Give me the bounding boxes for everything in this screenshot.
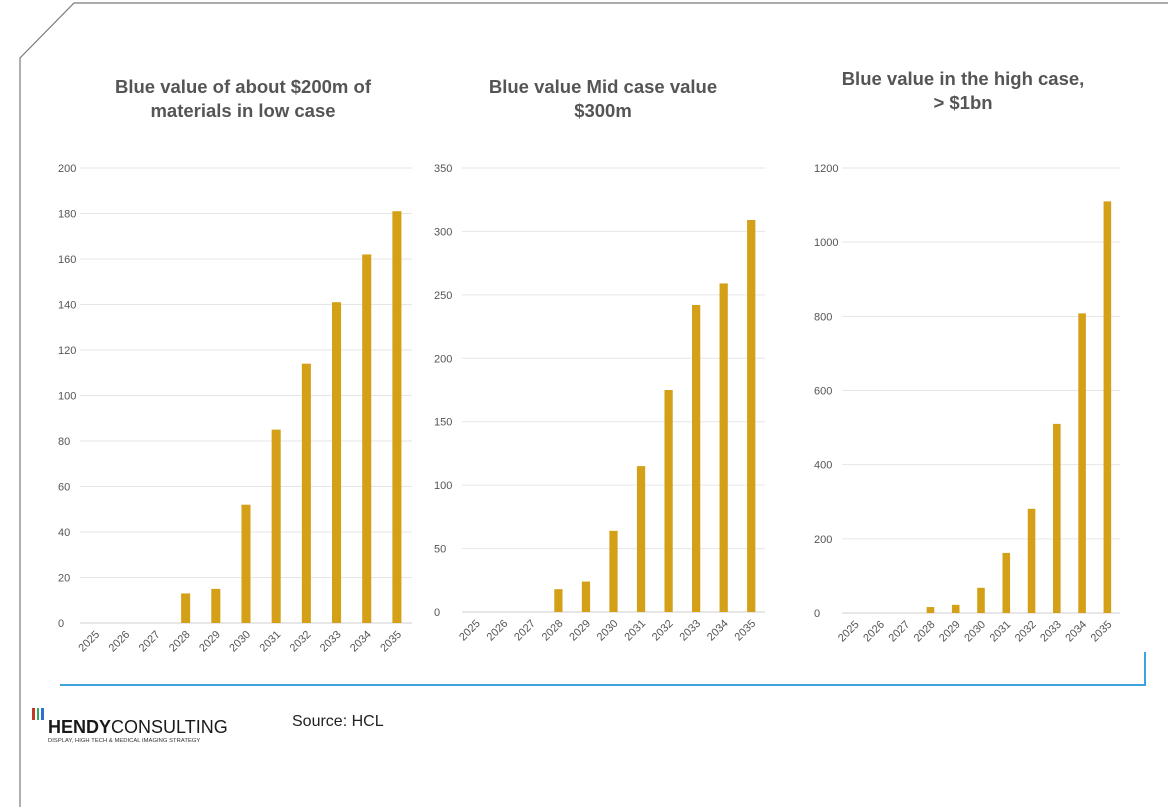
chart-3-bar-2029 [951, 604, 960, 613]
chart-3-x-tick-label: 2028 [912, 619, 938, 645]
chart-1-y-tick-label: 20 [58, 573, 70, 585]
chart-3-y-tick-label: 400 [814, 460, 832, 472]
chart-1-y-tick-label: 200 [58, 163, 76, 175]
chart-2-y-tick-label: 350 [434, 163, 452, 175]
chart-2-y-tick-label: 250 [434, 290, 452, 302]
chart-2-bar-2034 [719, 283, 728, 612]
chart-3-x-tick-label: 2029 [937, 619, 963, 645]
logo-name-light: CONSULTING [111, 717, 228, 737]
chart-2-y-tick-label: 50 [434, 544, 446, 556]
chart-2-y-tick-label: 300 [434, 226, 452, 238]
chart-2-bar-2031 [636, 466, 646, 612]
chart-2-bar-2033 [692, 305, 701, 612]
chart-3-x-tick-label: 2031 [988, 619, 1014, 645]
hendy-consulting-logo: HENDYCONSULTING DISPLAY, HIGH TECH & MED… [32, 708, 228, 744]
chart-1-y-tick-label: 120 [58, 345, 76, 357]
chart-1-bar-2034 [362, 254, 372, 623]
chart-1-title: Blue value of about $200m of materials i… [115, 76, 371, 121]
chart-3-x-tick-label: 2033 [1038, 619, 1064, 645]
chart-3-x-tick-label: 2034 [1063, 619, 1089, 645]
chart-3-bar-2034 [1078, 313, 1086, 613]
chart-3-bar-2032 [1027, 508, 1036, 613]
chart-3-x-tick-label: 2030 [962, 619, 988, 645]
chart-3-bar-2033 [1053, 423, 1061, 613]
source-note: Source: HCL [292, 713, 384, 730]
chart-1-y-tick-label: 100 [58, 391, 76, 403]
chart-3-x-tick-label: 2025 [836, 619, 862, 645]
chart-1-y-tick-label: 180 [58, 209, 76, 221]
chart-3-y-tick-label: 200 [814, 534, 832, 546]
chart-1-y-tick-label: 0 [58, 618, 64, 630]
chart-3-x-tick-label: 2032 [1013, 619, 1039, 645]
chart-1-y-tick-label: 40 [58, 527, 70, 539]
chart-2-y-tick-label: 0 [434, 607, 440, 619]
chart-1-bar-2033 [332, 302, 342, 623]
chart-1-y-tick-label: 140 [58, 300, 76, 312]
chart-3-x-tick-label: 2026 [861, 619, 887, 645]
chart-3-bar-2030 [977, 587, 985, 613]
chart-2-bar-2032 [664, 390, 673, 612]
divider-line [60, 652, 1146, 686]
chart-1-bar-2032 [301, 363, 311, 623]
chart-3-y-tick-label: 600 [814, 386, 832, 398]
chart-3-bar-2035 [1103, 201, 1112, 613]
chart-1-bar-2028 [181, 593, 191, 623]
chart-3-y-tick-label: 1200 [814, 163, 838, 175]
chart-2-bar-2028 [554, 589, 563, 612]
chart-2-title: Blue value Mid case value $300m [488, 76, 718, 121]
chart-3-y-tick-label: 800 [814, 311, 832, 323]
logo-tagline: DISPLAY, HIGH TECH & MEDICAL IMAGING STR… [48, 738, 201, 744]
chart-1-y-tick-label: 80 [58, 436, 70, 448]
logo-name-bold: HENDY [48, 717, 112, 737]
chart-3-x-tick-label: 2027 [887, 619, 913, 645]
chart-2-y-tick-label: 100 [434, 480, 452, 492]
logo-name: HENDYCONSULTING [48, 717, 228, 737]
logo-bars-icon [32, 708, 228, 720]
chart-3-bar-2028 [926, 607, 935, 613]
chart-3-x-tick-label: 2035 [1089, 619, 1115, 645]
chart-3-bar-2031 [1002, 552, 1011, 613]
chart-1-y-tick-label: 160 [58, 254, 76, 266]
chart-3-y-tick-label: 0 [814, 608, 820, 620]
chart-1-y-tick-label: 60 [58, 482, 70, 494]
chart-3-y-tick-label: 1000 [814, 237, 838, 249]
chart-1-bar-2035 [392, 211, 402, 623]
chart-3-title: Blue value in the high case, > $1bn [841, 68, 1085, 113]
chart-2-y-tick-label: 150 [434, 417, 452, 429]
chart-1-bar-2030 [241, 504, 251, 623]
chart-1-bar-2031 [271, 429, 281, 623]
chart-1-bar-2029 [211, 588, 221, 623]
chart-2-bar-2030 [609, 530, 618, 612]
chart-2-bar-2029 [581, 581, 591, 612]
frame-outline [19, 2, 1168, 807]
chart-2-y-tick-label: 200 [434, 353, 452, 365]
chart-2-bar-2035 [747, 220, 756, 613]
